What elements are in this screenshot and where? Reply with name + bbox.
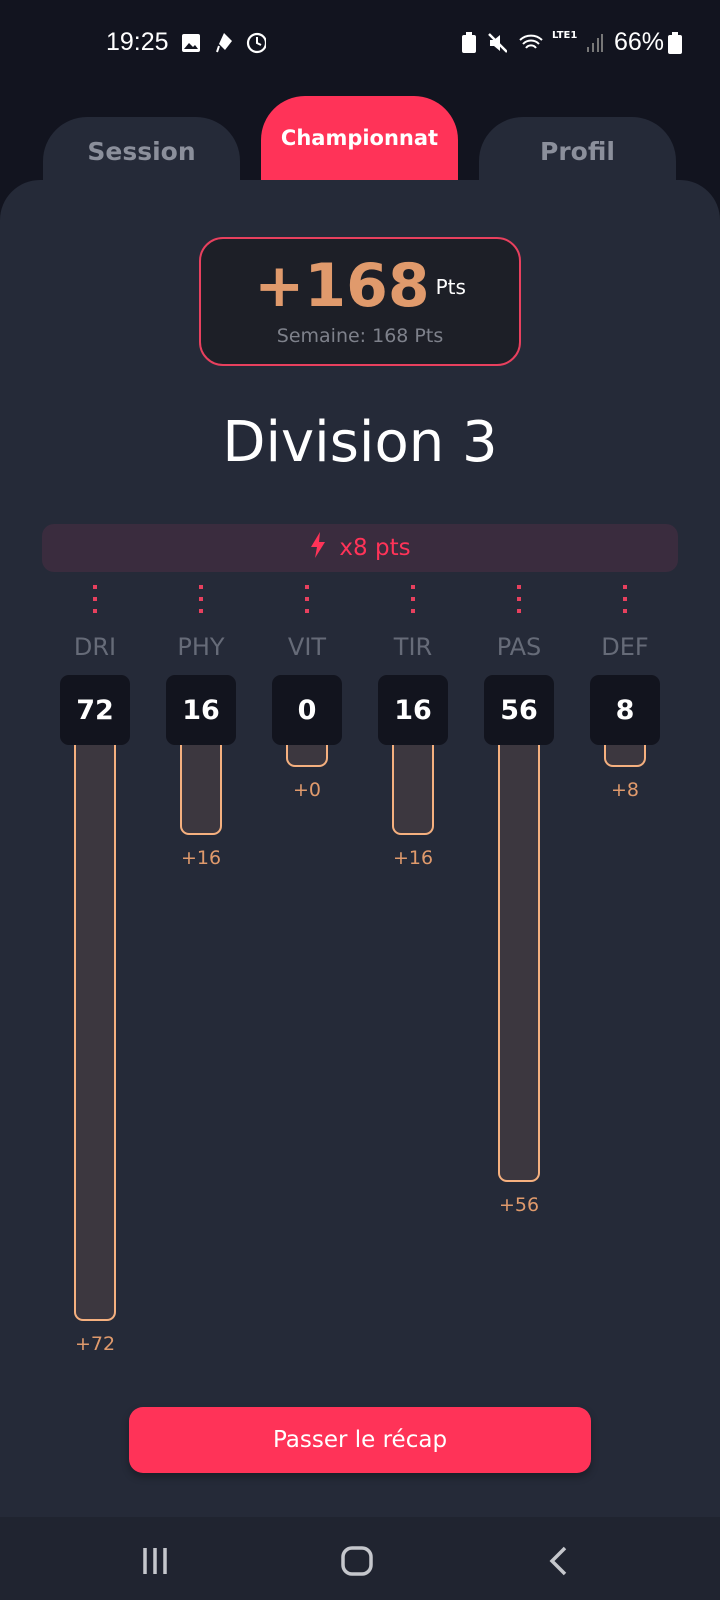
skip-recap-button[interactable]: Passer le récap <box>129 1407 591 1473</box>
network-type: LTE1 <box>552 30 578 41</box>
battery-level: 66% <box>614 28 665 56</box>
recent-apps-icon <box>143 1548 167 1574</box>
wifi-icon <box>518 32 544 54</box>
tab-championnat[interactable]: Championnat <box>261 96 458 180</box>
stat-value: 56 <box>484 675 554 745</box>
stat-value: 0 <box>272 675 342 745</box>
alarm-icon <box>246 32 266 54</box>
stat-column-tir: TIR 16 +16 <box>363 585 463 869</box>
stat-delta: +72 <box>74 1332 116 1355</box>
dots-icon <box>199 585 203 613</box>
recent-apps-button[interactable] <box>125 1541 185 1581</box>
stat-column-vit: VIT 0 +0 <box>257 585 357 801</box>
points-value: +168 <box>254 251 430 321</box>
stat-column-pas: PAS 56 +56 <box>469 585 569 1216</box>
dots-icon <box>93 585 97 613</box>
stat-column-dri: DRI 72 +72 <box>45 585 145 1355</box>
stat-delta: +16 <box>180 846 222 869</box>
dots-icon <box>623 585 627 613</box>
back-button[interactable] <box>529 1541 589 1581</box>
home-icon <box>341 1546 373 1576</box>
stat-bar <box>392 743 434 835</box>
dots-icon <box>305 585 309 613</box>
stat-value: 72 <box>60 675 130 745</box>
stat-bar <box>74 743 116 1321</box>
stat-label: PAS <box>496 633 542 661</box>
points-unit: Pts <box>435 275 466 299</box>
stat-label: VIT <box>287 633 327 661</box>
back-icon <box>549 1546 567 1576</box>
stat-value: 16 <box>166 675 236 745</box>
navigation-bar <box>0 1517 720 1600</box>
points-card: +168 Pts Semaine: 168 Pts <box>199 237 521 366</box>
pen-icon <box>214 32 234 54</box>
stat-label: TIR <box>393 633 433 661</box>
stat-delta: +0 <box>292 779 321 801</box>
multiplier-label: x8 pts <box>339 535 411 561</box>
stat-delta: +56 <box>498 1194 540 1217</box>
stat-label: DRI <box>73 633 117 661</box>
stat-delta: +16 <box>392 846 434 869</box>
week-points: Semaine: 168 Pts <box>276 325 444 347</box>
battery-saver-icon <box>459 32 479 54</box>
mute-icon <box>487 32 507 54</box>
status-bar: 19:25 LTE1 66% <box>0 26 720 62</box>
stat-value: 8 <box>590 675 660 745</box>
dots-icon <box>411 585 415 613</box>
stat-label: DEF <box>601 633 649 661</box>
stat-bar <box>604 743 646 767</box>
stat-column-phy: PHY 16 +16 <box>151 585 251 869</box>
stat-delta: +8 <box>610 779 639 801</box>
image-icon <box>181 32 201 54</box>
dots-icon <box>517 585 521 613</box>
status-time: 19:25 <box>106 28 169 56</box>
division-title: Division 3 <box>222 410 498 475</box>
stat-value: 16 <box>378 675 448 745</box>
battery-icon <box>668 32 682 54</box>
stat-label: PHY <box>177 633 225 661</box>
stat-bar <box>286 743 328 767</box>
home-button[interactable] <box>327 1541 387 1581</box>
multiplier-banner: x8 pts <box>42 524 678 572</box>
signal-icon <box>585 32 605 54</box>
lightning-icon <box>309 532 327 564</box>
main-panel <box>0 180 720 1520</box>
stat-column-def: DEF 8 +8 <box>575 585 675 801</box>
stat-bar <box>180 743 222 835</box>
stat-bar <box>498 743 540 1183</box>
